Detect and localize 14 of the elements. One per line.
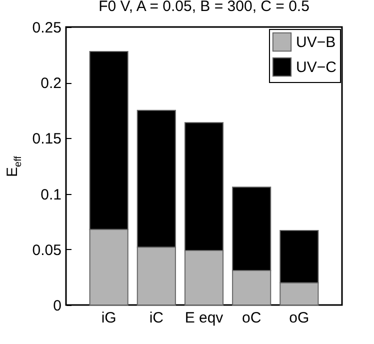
x-tick-label: iC [149,310,164,326]
chart-title: F0 V, A = 0.05, B = 300, C = 0.5 [98,0,310,15]
y-tick-label: 0.2 [40,75,62,92]
y-tick-label: 0.15 [32,130,62,148]
x-tick-label: iG [101,310,116,326]
y-tick-label: 0.1 [40,186,62,204]
legend-label: UV−C [296,59,337,76]
y-tick-label: 0.05 [32,242,62,259]
y-tick-label: 0 [53,298,62,314]
x-tick-label: E eqv [184,310,224,326]
x-tick-label: oC [242,310,262,326]
y-tick-label: 0.25 [32,20,62,36]
x-tick-label: oG [289,310,310,326]
legend-label: UV−B [296,34,336,51]
